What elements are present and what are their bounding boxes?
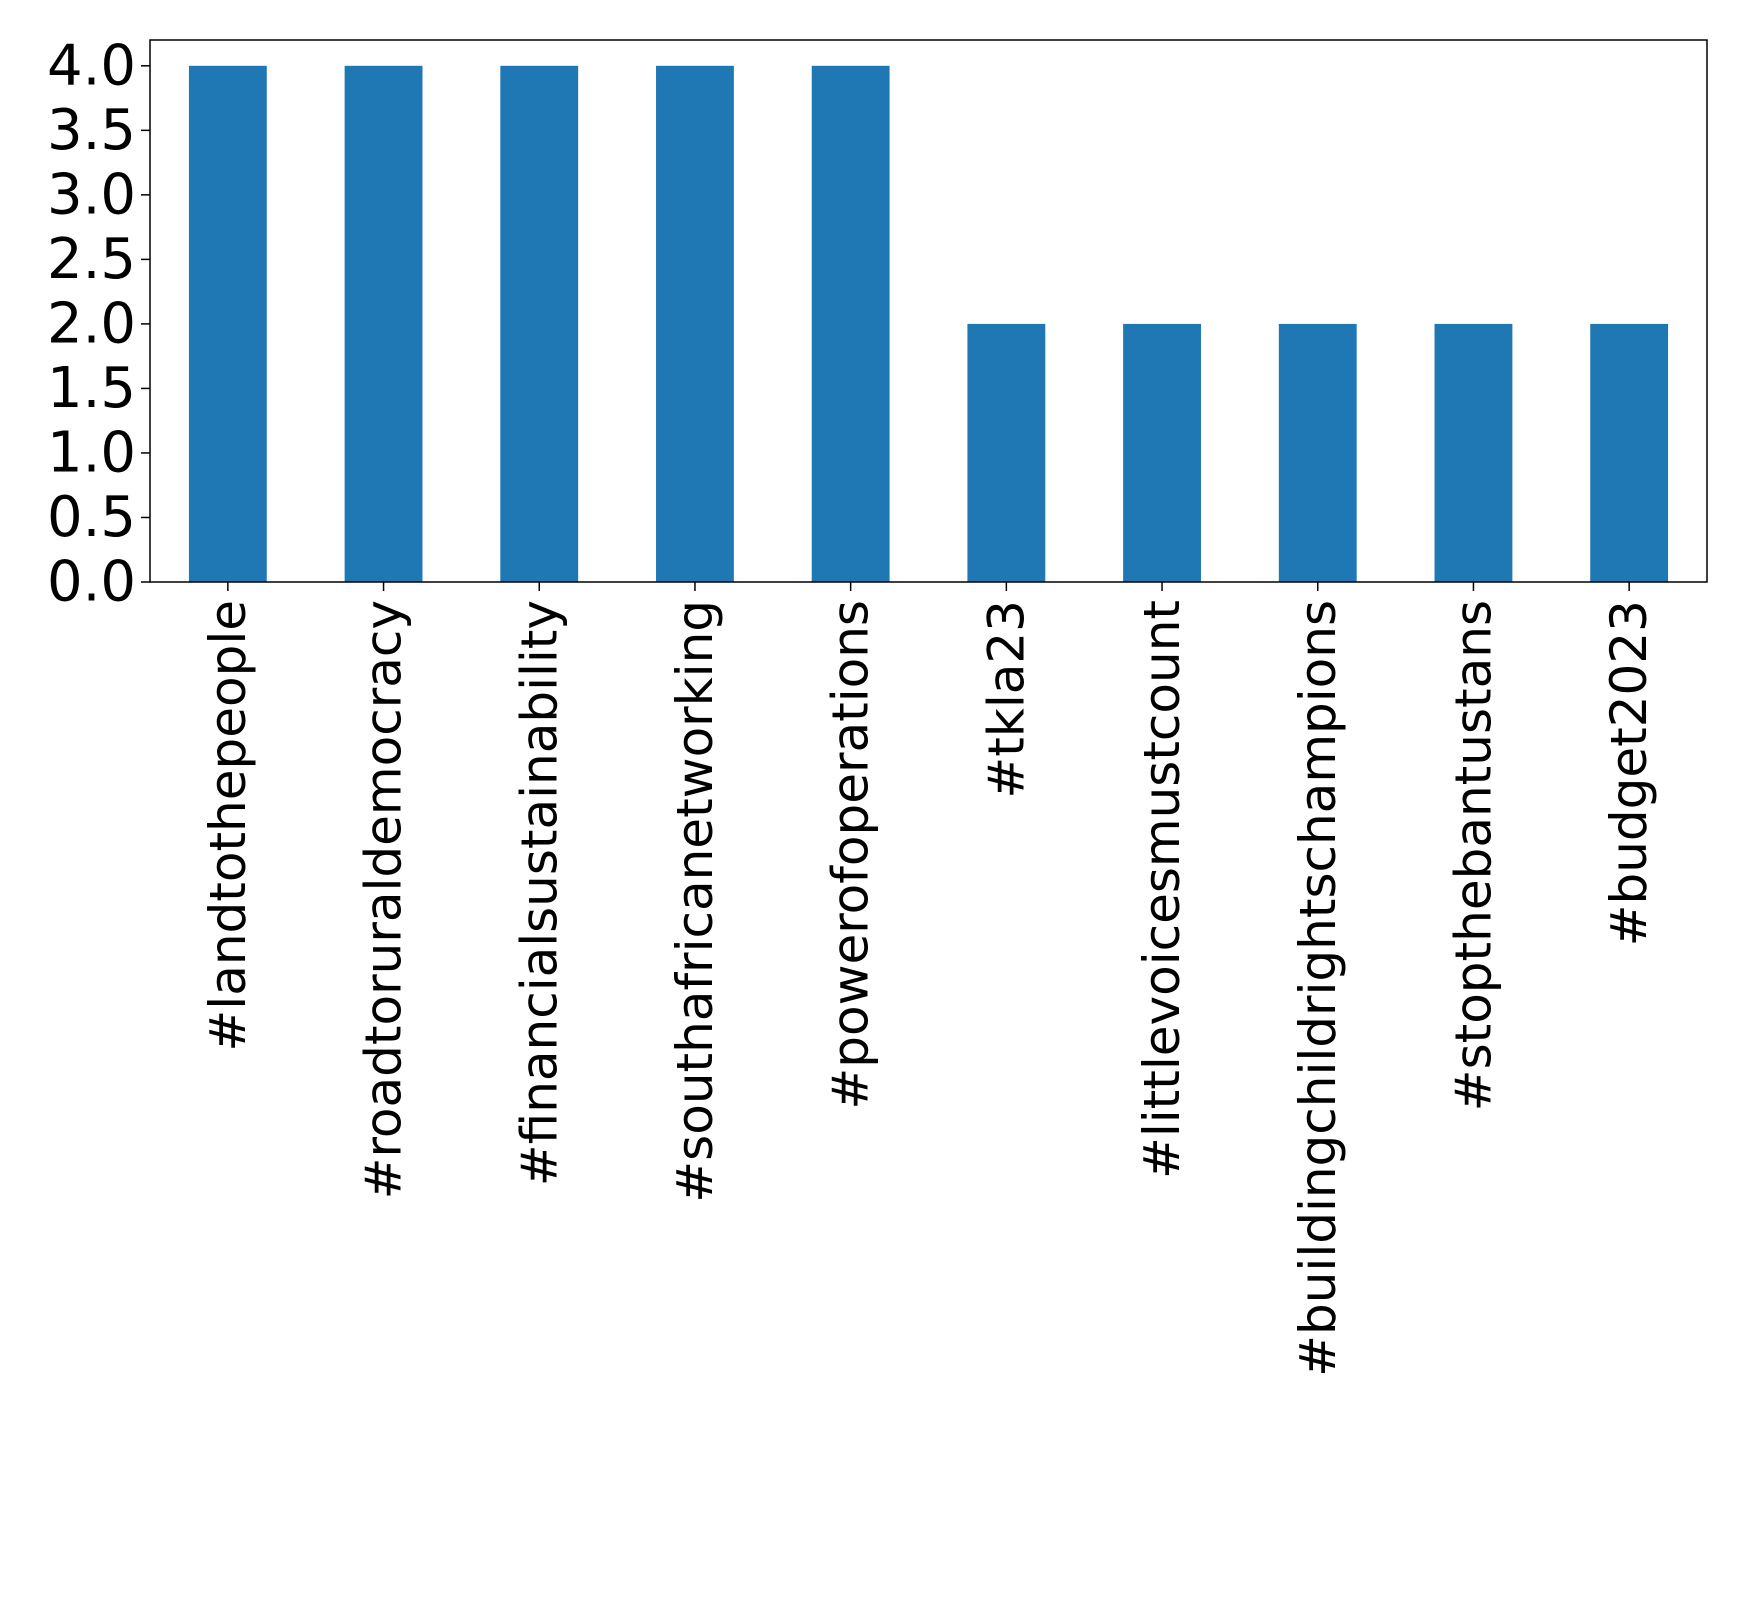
- bar: [1434, 323, 1513, 582]
- x-tick-label: #powerofoperations: [822, 600, 880, 1110]
- y-tick-label: 3.5: [47, 98, 136, 163]
- y-axis: 0.00.51.01.52.02.53.03.54.0: [47, 33, 150, 615]
- y-tick-label: 3.0: [47, 162, 136, 227]
- plot-frame: [149, 39, 1708, 583]
- x-tick-label: #southafricanetworking: [666, 600, 724, 1203]
- x-tick-label: #tkla23: [977, 600, 1035, 799]
- y-tick-label: 4.0: [47, 33, 136, 98]
- x-tick-label: #stopthebantustans: [1444, 600, 1502, 1111]
- bar: [1123, 323, 1201, 582]
- x-tick-label: #littlevoicesmustcount: [1133, 600, 1191, 1179]
- x-tick-label: #landtothepeople: [199, 600, 257, 1052]
- y-tick-label: 1.0: [47, 420, 136, 485]
- bars-layer: [188, 65, 1669, 583]
- bar: [344, 65, 423, 583]
- x-axis: #landtothepeople #roadtoruraldemocracy #fi…: [199, 582, 1658, 1377]
- y-tick-label: 0.0: [47, 550, 136, 615]
- bar: [656, 65, 734, 583]
- y-tick-label: 2.5: [47, 227, 136, 292]
- y-tick-label: 2.0: [47, 291, 136, 356]
- bar: [1590, 323, 1669, 582]
- x-tick-label: #roadtoruraldemocracy: [355, 600, 413, 1199]
- x-tick-label: #buildingchildrightschampions: [1289, 600, 1347, 1377]
- bar: [1278, 323, 1357, 582]
- bar: [500, 65, 579, 583]
- x-tick-label: #financialsustainability: [510, 600, 568, 1186]
- bar: [967, 323, 1046, 582]
- x-tick-label: #budget2023: [1600, 600, 1658, 946]
- y-tick-label: 0.5: [47, 485, 136, 550]
- y-tick-label: 1.5: [47, 356, 136, 421]
- bar: [188, 65, 267, 583]
- bar: [811, 65, 890, 583]
